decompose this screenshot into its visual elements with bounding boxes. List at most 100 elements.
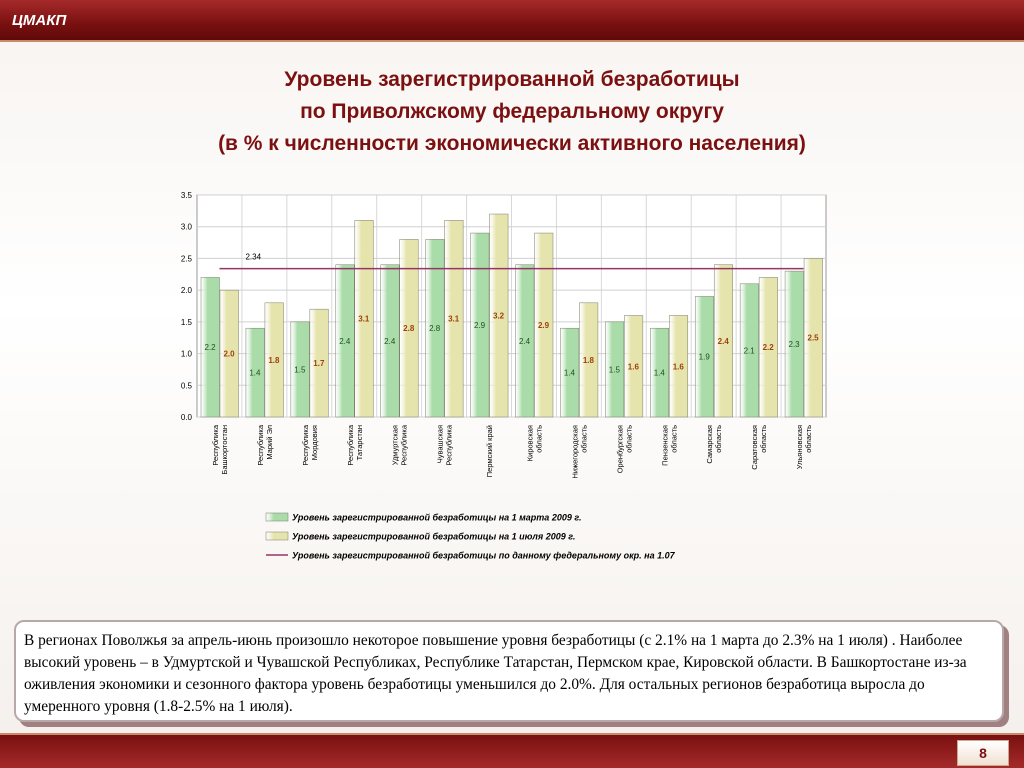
data-label: 2.2	[763, 343, 775, 352]
data-label: 3.1	[448, 315, 460, 324]
bar	[605, 321, 625, 418]
bar	[399, 239, 419, 418]
data-label: 1.4	[564, 369, 576, 378]
bar	[650, 327, 670, 418]
x-tick-label-line: Удмуртская	[391, 425, 400, 465]
x-tick-label-line: Кировская	[525, 425, 534, 461]
bar	[264, 302, 284, 418]
x-tick-label-line: область	[669, 425, 678, 453]
data-label: 1.8	[583, 356, 595, 365]
x-tick-label-line: область	[759, 425, 768, 453]
x-tick-label: Ульяновскаяобласть	[795, 425, 813, 469]
y-tick-label: 3.0	[181, 223, 193, 232]
comment-box: В регионах Поволжья за апрель-июнь произ…	[14, 620, 1004, 722]
data-label: 1.6	[673, 362, 685, 371]
bar	[560, 327, 580, 418]
x-tick-label: Самарскаяобласть	[705, 425, 723, 464]
data-label: 2.9	[474, 321, 486, 330]
bar	[758, 277, 778, 418]
data-label: 2.4	[519, 337, 531, 346]
header-logo: ЦМАКП	[12, 12, 67, 29]
x-tick-label: Пензенскаяобласть	[660, 425, 678, 466]
x-tick-label-line: Пермский край	[485, 425, 494, 477]
title-line: по Приволжскому федеральному округу	[300, 100, 724, 123]
bar	[515, 264, 535, 418]
x-tick-label-line: Самарская	[705, 425, 714, 464]
x-tick-label: Оренбургскаяобласть	[615, 425, 633, 473]
x-tick-label-line: Республика	[256, 424, 265, 465]
bar	[245, 327, 265, 418]
bar	[309, 308, 329, 418]
data-label: 2.3	[789, 340, 801, 349]
x-tick-label: УдмуртскаяРеспублика	[391, 424, 409, 465]
y-tick-label: 2.5	[181, 254, 193, 263]
data-label: 1.9	[699, 353, 711, 362]
data-label: 1.7	[313, 359, 325, 368]
chart: 0.0 0.5 1.0 1.5 2.0 2.5 3.0 3.5 2.2 2.0 Республика…	[181, 191, 827, 561]
data-label: 2.5	[808, 334, 820, 343]
data-label: 2.4	[384, 337, 396, 346]
bar	[470, 232, 490, 418]
data-label: 1.5	[294, 365, 306, 374]
y-tick-label: 1.5	[181, 318, 193, 327]
x-tick-label: Кировскаяобласть	[525, 425, 543, 461]
y-tick-label: 0.0	[181, 413, 193, 422]
data-label: 1.8	[268, 356, 280, 365]
bar	[669, 315, 689, 418]
x-tick-label: Нижегородскаяобласть	[570, 425, 588, 479]
x-tick-label-line: область	[804, 425, 813, 453]
x-tick-label: ЧувашскаяРеспублика	[436, 424, 454, 465]
bar	[803, 258, 823, 418]
x-tick-label: Пермский край	[485, 425, 494, 477]
legend-label: Уровень зарегистрированной безработицы н…	[292, 513, 582, 523]
x-tick-label: РеспубликаБашкортостан	[211, 424, 229, 474]
chart-title: Уровень зарегистрированной безработицы п…	[0, 64, 1024, 160]
data-label: 1.4	[654, 369, 666, 378]
bar	[425, 239, 445, 418]
x-tick-label-line: Республика	[301, 424, 310, 465]
bar	[200, 277, 220, 418]
x-tick-label-line: Нижегородская	[570, 425, 579, 479]
legend-swatch	[265, 531, 289, 541]
x-tick-label-line: Чувашская	[436, 425, 445, 463]
bar	[354, 220, 374, 418]
legend-swatch	[265, 512, 289, 522]
bar	[694, 296, 714, 418]
data-label: 1.4	[249, 369, 261, 378]
x-tick-label-line: Пензенская	[660, 425, 669, 466]
x-tick-label-line: Мордовия	[310, 425, 319, 460]
title-line: (в % к численности экономически активног…	[218, 132, 806, 155]
bar	[290, 321, 310, 418]
bar	[534, 232, 554, 418]
reference-label: 2.34	[245, 253, 261, 262]
x-tick-label-line: Республика	[346, 424, 355, 465]
x-tick-label-line: Оренбургская	[615, 425, 624, 473]
x-tick-label-line: Республика	[211, 424, 220, 465]
x-tick-label-line: область	[534, 425, 543, 453]
bar	[624, 315, 644, 418]
data-label: 2.0	[223, 350, 235, 359]
y-tick-label: 0.5	[181, 381, 193, 390]
x-tick-label-line: Саратовская	[750, 425, 759, 470]
legend-label: Уровень зарегистрированной безработицы п…	[292, 551, 676, 561]
bar	[219, 289, 239, 418]
bar	[444, 220, 464, 418]
data-label: 2.8	[429, 324, 441, 333]
x-tick-label: Саратовскаяобласть	[750, 425, 768, 470]
data-label: 2.9	[538, 321, 550, 330]
y-tick-label: 1.0	[181, 350, 193, 359]
x-tick-label-line: Марий Эл	[265, 425, 274, 460]
x-tick-label-line: Ульяновская	[795, 425, 804, 469]
bar	[489, 213, 509, 418]
bar	[784, 270, 804, 418]
title-line: Уровень зарегистрированной безработицы	[284, 68, 740, 91]
x-tick-label-line: Республика	[445, 424, 454, 465]
bar	[335, 264, 355, 418]
data-label: 2.4	[339, 337, 351, 346]
header-bar: ЦМАКП	[0, 0, 1024, 42]
x-tick-label-line: область	[714, 425, 723, 453]
legend-label: Уровень зарегистрированной безработицы н…	[292, 532, 575, 542]
data-label: 3.1	[358, 315, 370, 324]
bar	[380, 264, 400, 418]
